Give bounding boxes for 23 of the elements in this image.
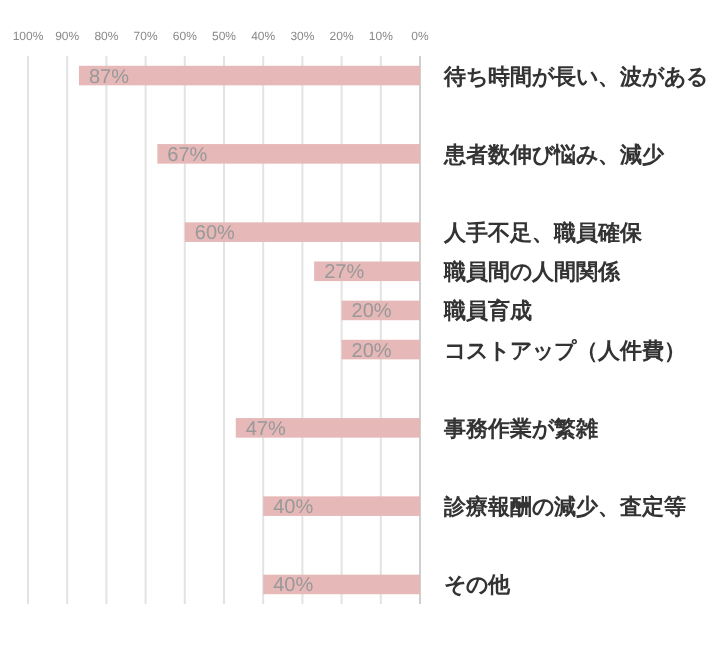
data-label: 67% bbox=[167, 144, 208, 167]
y-tick-label: 職員間の人間関係 bbox=[442, 259, 622, 286]
data-label: 87% bbox=[88, 66, 130, 89]
y-tick-label: 事務作業が繁雑 bbox=[442, 415, 598, 442]
y-tick-label: 人手不足、職員確保 bbox=[442, 220, 644, 247]
data-label: 40% bbox=[273, 497, 314, 520]
y-tick-label: 待ち時間が長い、波がある bbox=[442, 63, 708, 90]
bar bbox=[184, 222, 420, 242]
y-tick-label: コストアップ（人件費） bbox=[444, 337, 686, 364]
bar bbox=[235, 418, 420, 438]
data-label: 27% bbox=[324, 262, 365, 285]
y-tick-label: その他 bbox=[444, 572, 512, 599]
data-label: 20% bbox=[351, 340, 392, 363]
bar bbox=[157, 144, 420, 164]
bar bbox=[263, 496, 420, 516]
data-label: 40% bbox=[273, 575, 314, 598]
bar bbox=[78, 65, 420, 86]
y-tick-label: 職員育成 bbox=[442, 298, 532, 325]
data-label: 20% bbox=[351, 301, 392, 324]
data-label: 60% bbox=[194, 223, 236, 246]
y-tick-label: 患者数伸び悩み、減少 bbox=[442, 141, 666, 168]
y-tick-label: 診療報酬の減少、査定等 bbox=[442, 494, 686, 521]
data-label: 47% bbox=[245, 418, 287, 441]
